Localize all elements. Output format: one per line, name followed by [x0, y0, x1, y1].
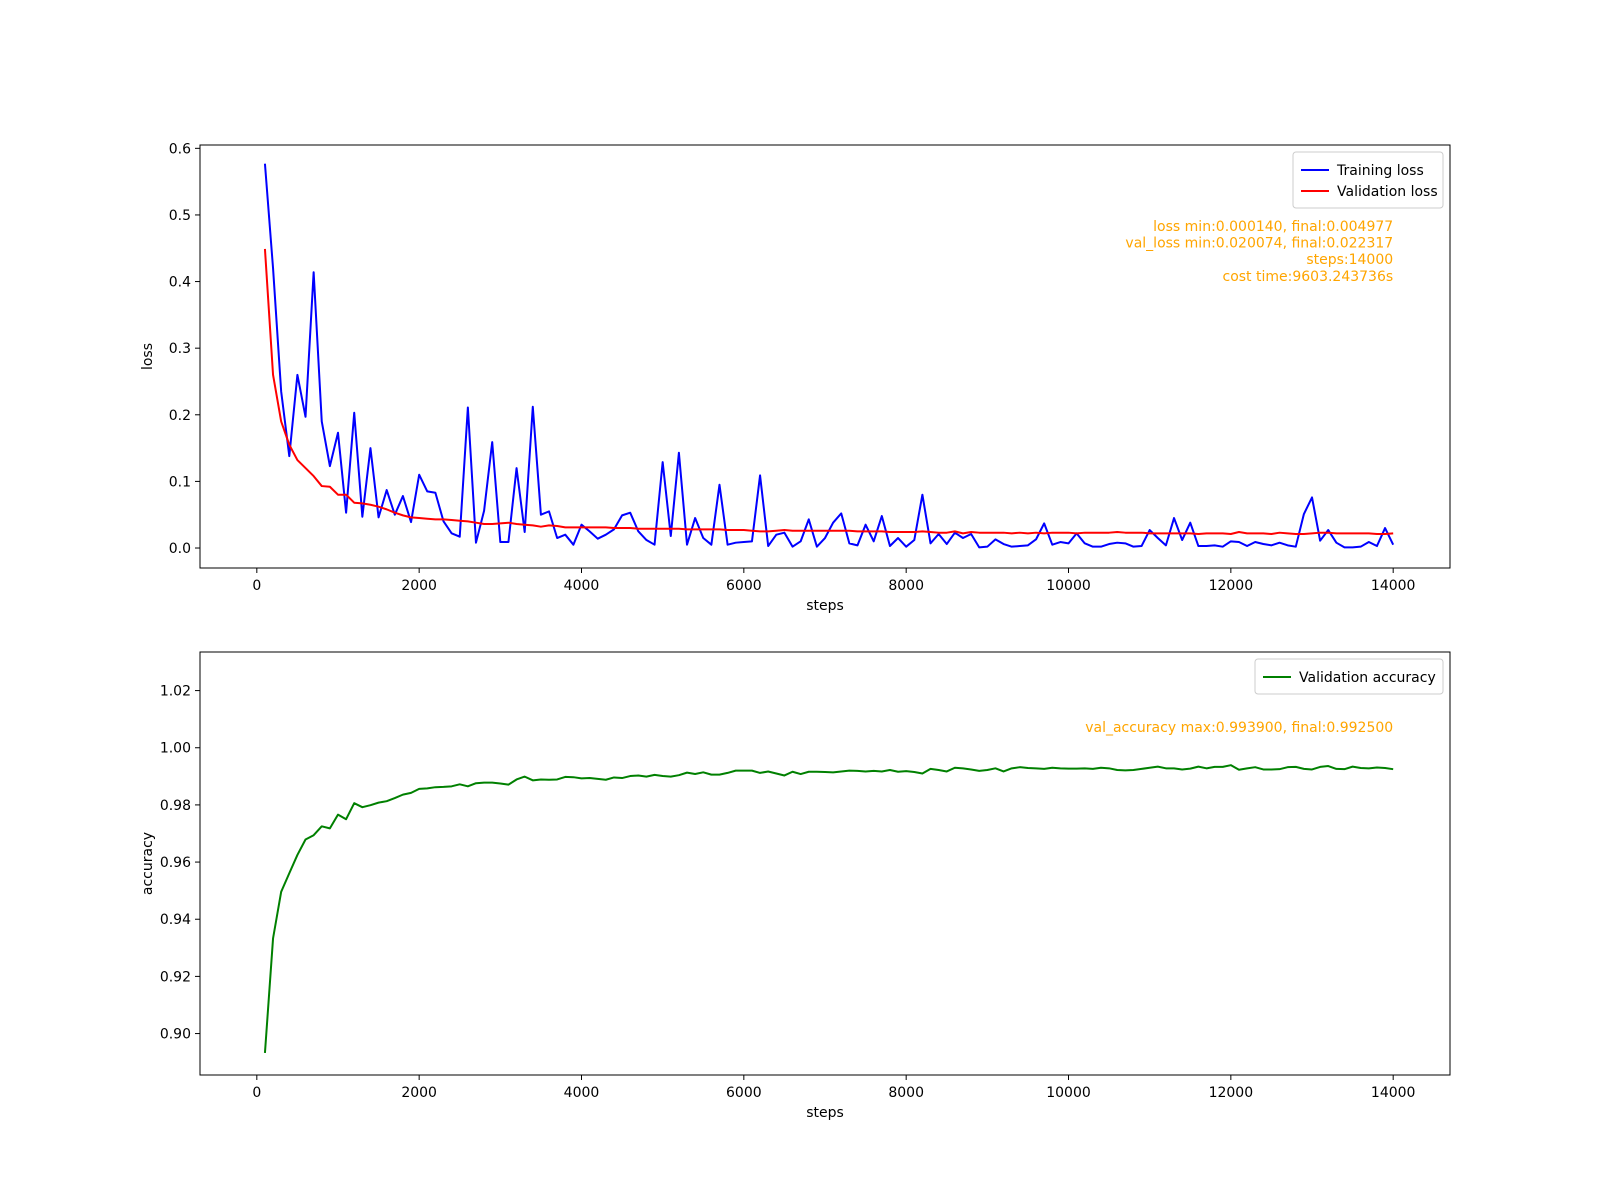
y-tick-label: 0.3 — [169, 341, 191, 357]
plot-area-frame — [199, 651, 1451, 1076]
x-tick-label: 14000 — [1371, 578, 1416, 594]
legend: Validation accuracy — [1254, 658, 1444, 695]
x-tick-label: 8000 — [888, 1085, 924, 1101]
annotation-text: loss min:0.000140, final:0.004977 — [1153, 219, 1393, 235]
y-tick-label: 0.98 — [160, 798, 191, 814]
x-tick-label: 2000 — [401, 578, 437, 594]
x-tick-label: 0 — [252, 578, 261, 594]
legend-box — [1254, 658, 1444, 695]
y-tick-label: 0.6 — [169, 141, 191, 157]
annotation-text: steps:14000 — [1306, 252, 1393, 268]
y-tick-label: 0.5 — [169, 208, 191, 224]
y-tick-label: 0.96 — [160, 855, 191, 871]
legend-box — [1292, 151, 1444, 209]
y-tick-label: 0.0 — [169, 541, 191, 557]
y-axis-label: accuracy — [140, 832, 156, 895]
x-tick-label: 12000 — [1209, 578, 1254, 594]
y-tick-label: 0.2 — [169, 408, 191, 424]
y-tick-label: 1.00 — [160, 741, 191, 757]
x-tick-label: 10000 — [1046, 1085, 1091, 1101]
x-tick-label: 4000 — [564, 578, 600, 594]
y-axis-label: loss — [140, 343, 156, 370]
x-tick-label: 8000 — [888, 578, 924, 594]
y-tick-label: 1.02 — [160, 684, 191, 700]
x-tick-label: 12000 — [1209, 1085, 1254, 1101]
y-tick-label: 0.1 — [169, 474, 191, 490]
x-tick-label: 0 — [252, 1085, 261, 1101]
legend-entry: Validation loss — [1337, 184, 1438, 200]
x-axis-label: steps — [806, 1105, 844, 1121]
annotation-text: val_accuracy max:0.993900, final:0.99250… — [1085, 720, 1393, 736]
y-tick-label: 0.90 — [160, 1027, 191, 1043]
legend-entry: Validation accuracy — [1299, 670, 1436, 686]
chart-2: 0 2000 4000 6000 8000 10000 12000 14000 0.90 0.92… — [140, 651, 1451, 1121]
x-tick-label: 10000 — [1046, 578, 1091, 594]
x-tick-label: 6000 — [726, 1085, 762, 1101]
y-tick-label: 0.4 — [169, 275, 191, 291]
x-tick-label: 14000 — [1371, 1085, 1416, 1101]
y-tick-label: 0.94 — [160, 912, 191, 928]
legend-entry: Training loss — [1336, 163, 1424, 179]
annotation-text: cost time:9603.243736s — [1223, 269, 1394, 285]
x-tick-label: 6000 — [726, 578, 762, 594]
x-axis-label: steps — [806, 598, 844, 614]
chart-1: 0 2000 4000 6000 8000 10000 12000 14000 0.0 0.1 0.… — [140, 141, 1451, 614]
annotation-text: val_loss min:0.020074, final:0.022317 — [1125, 236, 1393, 252]
plot-area-frame — [199, 144, 1451, 569]
x-tick-label: 4000 — [564, 1085, 600, 1101]
y-tick-label: 0.92 — [160, 969, 191, 985]
series-line-validation-loss — [263, 248, 1394, 536]
x-tick-label: 2000 — [401, 1085, 437, 1101]
series-line-validation-accuracy — [263, 764, 1394, 1054]
legend: Training loss Validation loss — [1292, 151, 1444, 209]
